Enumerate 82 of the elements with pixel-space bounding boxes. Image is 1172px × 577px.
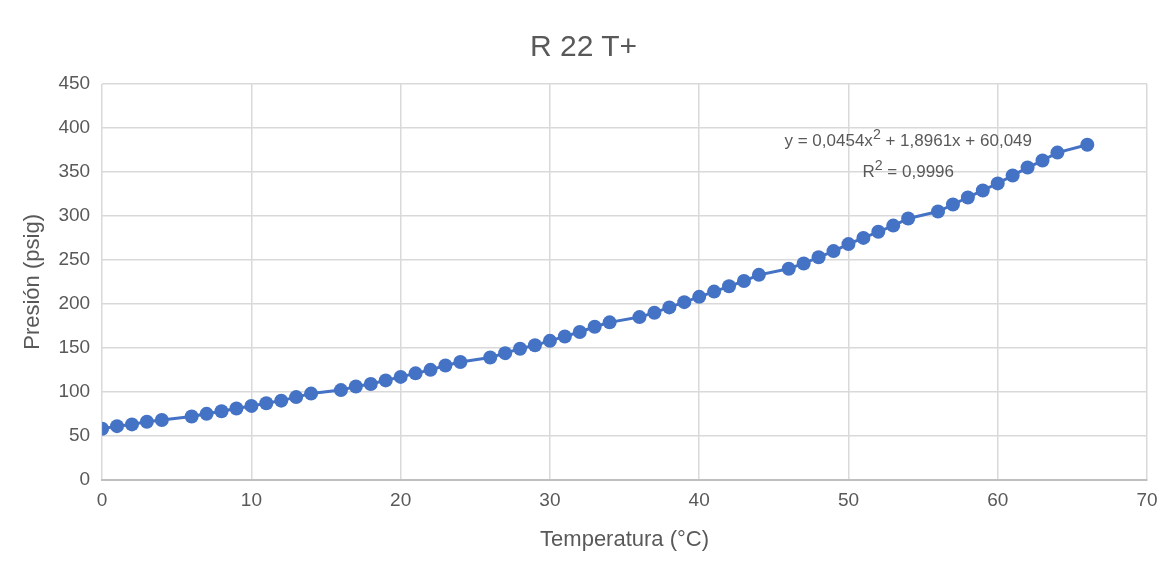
point [229,401,244,416]
point [901,211,916,226]
y-tick-label: 350 [58,160,91,182]
point [572,325,587,340]
point [214,404,229,419]
y-tick-label: 50 [68,424,91,446]
y-axis-title: Presión (psig) [19,214,45,350]
point [1005,168,1020,183]
annotation: R$^{2}$ = 0,9996 [861,155,955,183]
x-tick-label: 40 [688,489,710,511]
x-tick-label: 10 [240,489,262,511]
point [139,414,154,429]
x-tick-label: 50 [837,489,860,511]
y-tick-label: 200 [58,292,91,314]
point [945,197,960,212]
point [393,369,408,384]
point [662,300,677,315]
point [751,267,766,282]
point [736,274,751,289]
x-tick-label: 30 [539,489,561,511]
x-tick-label: 60 [987,489,1009,511]
point [363,376,378,391]
point [527,338,542,353]
x-axis-title: Temperatura (°C) [540,525,710,551]
point [199,406,214,421]
annotation: y = 0,0454x$^{2}$ + 1,8961x + 60,049 [784,125,1032,152]
point [811,250,826,265]
point [184,409,199,424]
point [796,256,811,271]
x-tick-label: 0 [96,489,108,511]
y-tick-label: 400 [58,116,91,138]
x-tick-label: 70 [1136,489,1158,511]
point [453,354,468,369]
x-tick-label: 20 [390,489,412,511]
point [333,383,348,398]
point [513,341,528,356]
point [647,305,662,320]
point [960,190,975,205]
point [483,350,498,365]
y-tick-label: 150 [58,336,91,358]
chart-title: R 22 T+ [529,29,638,63]
y-tick-label: 0 [79,468,91,490]
point [707,284,722,299]
y-tick-label: 450 [58,72,91,94]
point [289,390,304,405]
point [886,218,901,233]
point [542,333,557,348]
point [841,237,856,252]
point [602,315,617,330]
point [408,366,423,381]
point [1035,153,1050,168]
point [423,362,438,377]
point [632,310,647,325]
point [1050,145,1065,160]
point [931,204,946,219]
point [826,244,841,259]
point [856,230,871,245]
point [304,386,319,401]
point [722,279,737,294]
point [557,329,572,344]
point [438,358,453,373]
point [1080,137,1095,152]
point [871,224,886,239]
point [692,289,707,304]
point [154,412,169,427]
point [244,398,259,413]
point [990,176,1005,191]
y-tick-label: 250 [58,248,91,270]
point [498,346,513,361]
point [274,393,289,408]
point [110,419,125,434]
y-tick-label: 100 [58,380,91,402]
point [587,319,602,334]
point [975,183,990,198]
y-tick-label: 300 [58,204,91,226]
point [781,261,796,276]
point [259,396,274,411]
point [1020,160,1035,175]
point [124,417,139,432]
point [677,295,692,310]
point [348,379,363,394]
point [378,373,393,388]
